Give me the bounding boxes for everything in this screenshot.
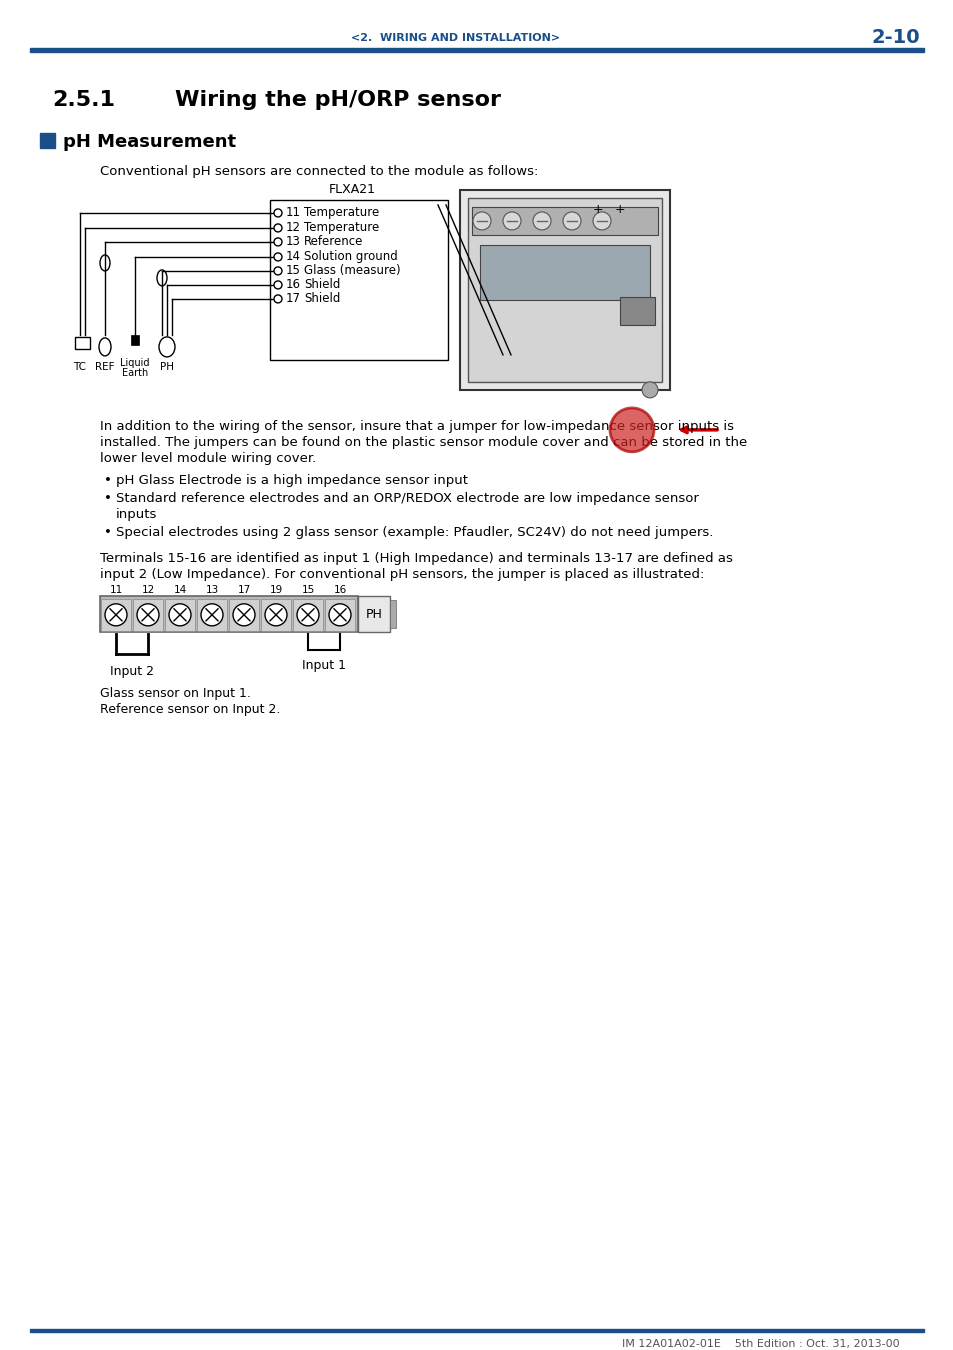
Text: pH Measurement: pH Measurement	[63, 132, 236, 151]
Text: 14: 14	[173, 585, 187, 595]
Bar	[40, 132, 55, 148]
Bar	[30, 1330, 923, 1331]
Text: 13: 13	[205, 585, 218, 595]
Circle shape	[274, 252, 282, 261]
Bar	[100, 595, 357, 632]
Bar	[229, 599, 258, 630]
Text: lower level module wiring cover.: lower level module wiring cover.	[100, 452, 315, 464]
Circle shape	[137, 603, 159, 626]
Circle shape	[533, 212, 551, 230]
Text: PH: PH	[365, 609, 382, 621]
Text: Liquid: Liquid	[120, 358, 150, 369]
Circle shape	[169, 603, 191, 626]
Bar	[390, 599, 395, 628]
Bar	[619, 297, 655, 325]
Circle shape	[274, 209, 282, 217]
Circle shape	[329, 603, 351, 626]
Text: <2.  WIRING AND INSTALLATION>: <2. WIRING AND INSTALLATION>	[351, 32, 559, 43]
Circle shape	[265, 603, 287, 626]
Circle shape	[274, 267, 282, 275]
Text: +: +	[614, 204, 624, 216]
Text: IM 12A01A02-01E    5th Edition : Oct. 31, 2013-00: IM 12A01A02-01E 5th Edition : Oct. 31, 2…	[621, 1339, 899, 1349]
Text: Terminals 15-16 are identified as input 1 (High Impedance) and terminals 13-17 a: Terminals 15-16 are identified as input …	[100, 552, 732, 564]
Circle shape	[274, 294, 282, 302]
Text: TC: TC	[73, 362, 87, 371]
Text: Temperature: Temperature	[304, 221, 379, 235]
Circle shape	[274, 281, 282, 289]
Bar	[270, 200, 448, 360]
Text: 16: 16	[333, 585, 346, 595]
Text: inputs: inputs	[116, 508, 157, 521]
Text: 14: 14	[286, 251, 301, 263]
Bar	[75, 338, 90, 348]
Text: 17: 17	[237, 585, 251, 595]
Text: Solution ground: Solution ground	[304, 251, 397, 263]
Text: 2-10: 2-10	[870, 28, 919, 47]
Circle shape	[233, 603, 254, 626]
Bar	[479, 244, 649, 300]
Text: Input 2: Input 2	[110, 666, 153, 678]
Text: installed. The jumpers can be found on the plastic sensor module cover and can b: installed. The jumpers can be found on t…	[100, 436, 746, 450]
Text: Standard reference electrodes and an ORP/REDOX electrode are low impedance senso: Standard reference electrodes and an ORP…	[116, 491, 699, 505]
Circle shape	[201, 603, 223, 626]
Bar	[131, 335, 139, 344]
Text: input 2 (Low Impedance). For conventional pH sensors, the jumper is placed as il: input 2 (Low Impedance). For conventiona…	[100, 568, 703, 580]
Text: Glass sensor on Input 1.: Glass sensor on Input 1.	[100, 687, 251, 699]
Text: Wiring the pH/ORP sensor: Wiring the pH/ORP sensor	[174, 90, 500, 109]
Text: In addition to the wiring of the sensor, insure that a jumper for low-impedance : In addition to the wiring of the sensor,…	[100, 420, 733, 433]
Text: •: •	[104, 474, 112, 487]
Text: Shield: Shield	[304, 278, 340, 292]
Bar	[165, 599, 194, 630]
Text: pH Glass Electrode is a high impedance sensor input: pH Glass Electrode is a high impedance s…	[116, 474, 468, 487]
Text: Shield: Shield	[304, 293, 340, 305]
Text: REF: REF	[95, 362, 114, 371]
Bar	[293, 599, 323, 630]
Text: Reference: Reference	[304, 235, 363, 248]
Text: 16: 16	[286, 278, 301, 292]
Bar	[30, 49, 923, 53]
Text: 13: 13	[286, 235, 300, 248]
Text: +: +	[592, 204, 602, 216]
Bar	[357, 595, 390, 632]
Text: 19: 19	[269, 585, 282, 595]
Text: Temperature: Temperature	[304, 207, 379, 220]
Text: 17: 17	[286, 293, 301, 305]
Text: •: •	[104, 526, 112, 539]
Text: Reference sensor on Input 2.: Reference sensor on Input 2.	[100, 703, 280, 716]
Circle shape	[641, 382, 658, 398]
Bar	[101, 599, 131, 630]
Text: 15: 15	[286, 265, 300, 277]
Circle shape	[296, 603, 318, 626]
Bar	[468, 198, 661, 382]
Circle shape	[105, 603, 127, 626]
Text: Earth: Earth	[122, 369, 148, 378]
Circle shape	[562, 212, 580, 230]
Bar	[472, 207, 658, 235]
Text: 15: 15	[301, 585, 314, 595]
Bar	[132, 599, 163, 630]
Text: 11: 11	[286, 207, 301, 220]
Text: PH: PH	[160, 362, 173, 371]
Text: 11: 11	[110, 585, 123, 595]
Text: 2.5.1: 2.5.1	[52, 90, 115, 109]
Bar	[261, 599, 291, 630]
Bar	[459, 190, 669, 390]
Circle shape	[473, 212, 491, 230]
Circle shape	[609, 408, 654, 452]
Text: Input 1: Input 1	[302, 659, 346, 672]
Text: Glass (measure): Glass (measure)	[304, 265, 400, 277]
Text: 12: 12	[141, 585, 154, 595]
Bar	[325, 599, 355, 630]
Text: Special electrodes using 2 glass sensor (example: Pfaudler, SC24V) do not need j: Special electrodes using 2 glass sensor …	[116, 526, 713, 539]
Text: FLXA21: FLXA21	[328, 184, 375, 197]
Circle shape	[274, 238, 282, 246]
Text: Conventional pH sensors are connected to the module as follows:: Conventional pH sensors are connected to…	[100, 166, 537, 178]
Circle shape	[502, 212, 520, 230]
Text: 12: 12	[286, 221, 301, 235]
Circle shape	[274, 224, 282, 232]
Circle shape	[593, 212, 610, 230]
Text: •: •	[104, 491, 112, 505]
Bar	[196, 599, 227, 630]
